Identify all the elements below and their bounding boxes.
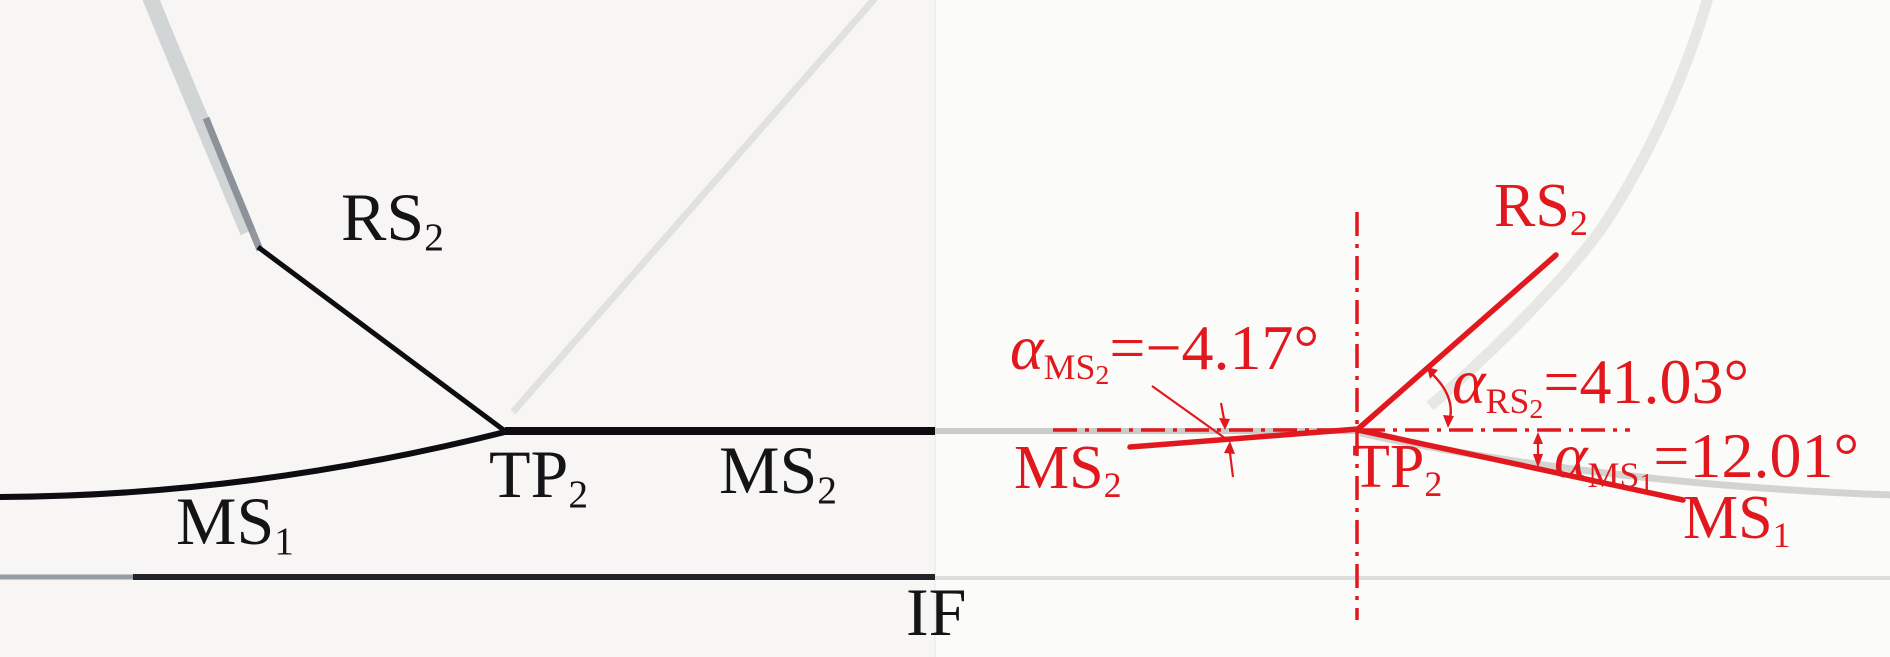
red-rs2-line	[1355, 252, 1559, 432]
ms1-arrowhead-down	[1533, 454, 1543, 468]
label-rs2-black: RS2	[341, 183, 444, 257]
label-tp2-red-sub: 2	[1424, 464, 1443, 505]
angle-value-rs2-number: =41.03°	[1543, 346, 1750, 417]
angle-value-rs2: αRS2=41.03°	[1452, 350, 1749, 423]
label-tp2-black-sub: 2	[568, 472, 589, 517]
label-ms2-red-sub: 2	[1103, 465, 1122, 506]
alpha-subsub-2: 2	[1095, 359, 1110, 391]
label-ms2-red-base: MS	[1014, 434, 1104, 502]
alpha-symbol: α	[1452, 346, 1486, 417]
label-ms1-black-base: MS	[176, 483, 275, 559]
red-ms2-line	[1127, 426, 1361, 450]
faded-right-panel-background	[935, 0, 1890, 657]
label-rs2-black-base: RS	[341, 179, 425, 255]
alpha-sub-ms: MS	[1043, 347, 1096, 388]
slip-line-faint	[510, 0, 879, 415]
angle-value-ms1-number: =12.01°	[1653, 420, 1860, 491]
label-ms2-black: MS2	[719, 436, 837, 510]
rs2-arc-arrowhead-top	[1427, 367, 1438, 379]
label-tp2-black: TP2	[489, 440, 588, 514]
label-ms2-red: MS2	[1014, 434, 1122, 503]
alpha-subsub-1: 1	[1639, 467, 1654, 499]
bow-shock-diffuse-band	[142, 0, 256, 236]
rs2-arc-arrowhead-bottom	[1443, 415, 1454, 428]
label-ms1-red-base: MS	[1683, 484, 1773, 552]
rs2-shock-line	[256, 244, 507, 434]
angle-value-ms1: αMS1=12.01°	[1554, 424, 1859, 497]
label-ms2-black-base: MS	[719, 432, 818, 508]
bow-shock-core	[202, 116, 264, 252]
ms1-arrowhead-up	[1533, 432, 1543, 444]
label-ms1-black: MS1	[176, 487, 294, 561]
alpha-subsub-2: 2	[1529, 393, 1544, 425]
label-if-black: IF	[906, 578, 966, 646]
ms2-arrowhead-up	[1224, 441, 1235, 454]
faded-rs2-shock-trace	[1426, 0, 1713, 411]
ms2-angle-leader-line	[1151, 385, 1230, 442]
label-ms2-black-sub: 2	[817, 468, 837, 513]
label-ms1-red: MS1	[1683, 484, 1791, 553]
angle-value-ms2: αMS2=−4.17°	[1010, 316, 1319, 389]
red-ms1-line	[1355, 427, 1686, 503]
label-rs2-red-base: RS	[1494, 172, 1570, 240]
label-ms1-black-sub: 1	[274, 519, 294, 564]
label-tp2-red-base: TP	[1352, 433, 1425, 501]
ms1-shock-curve	[0, 429, 506, 500]
label-if-black-base: IF	[906, 574, 967, 650]
label-tp2-black-base: TP	[489, 436, 569, 512]
alpha-sub-ms: MS	[1587, 455, 1640, 496]
ms2-angle-arrow-upper-shaft	[1219, 402, 1226, 420]
label-ms1-red-sub: 1	[1772, 515, 1791, 556]
alpha-symbol: α	[1010, 312, 1044, 383]
label-rs2-red-sub: 2	[1569, 203, 1588, 244]
angle-value-ms2-number: =−4.17°	[1109, 312, 1320, 383]
alpha-symbol: α	[1554, 420, 1588, 491]
label-rs2-black-sub: 2	[424, 215, 444, 260]
label-tp2-red: TP2	[1352, 433, 1442, 502]
ms2-arrowhead-down	[1219, 418, 1230, 430]
red-arrowheads	[1219, 367, 1543, 468]
ms2-angle-arrow-lower-shaft	[1228, 452, 1235, 478]
label-rs2-red: RS2	[1494, 172, 1588, 241]
alpha-sub-rs: RS	[1485, 381, 1530, 422]
